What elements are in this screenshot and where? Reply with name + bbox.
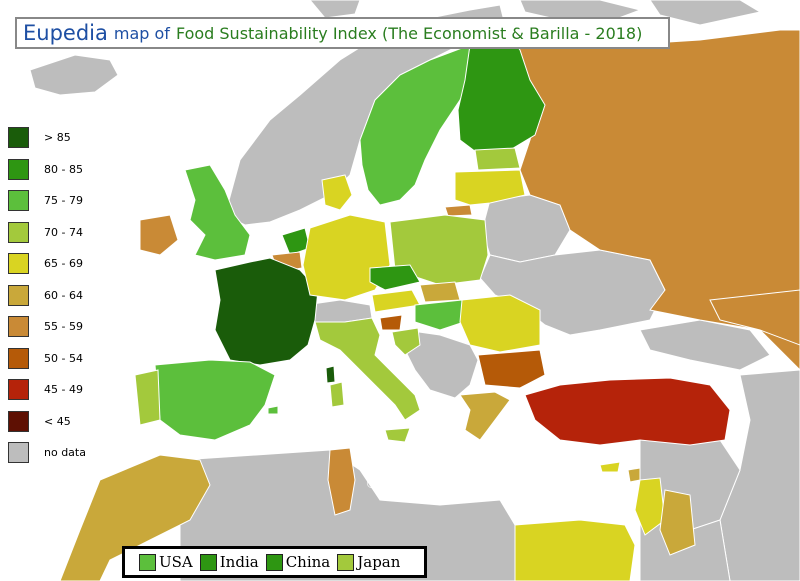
- lebanon: [627, 467, 641, 483]
- ireland: [139, 214, 179, 256]
- greece: [459, 391, 511, 441]
- comparison-swatch: [199, 553, 217, 571]
- legend-item: 55 - 59: [8, 316, 113, 348]
- no-data-regions: [29, 0, 800, 581]
- greenland-iceland: [29, 54, 119, 96]
- comparison-swatch: [265, 553, 283, 571]
- spain: [154, 359, 276, 441]
- comparison-swatch: [337, 553, 355, 571]
- comparison-label: China: [285, 553, 331, 571]
- france: [214, 257, 319, 366]
- legend-label: 60 - 64: [44, 288, 83, 302]
- copyright-watermark: © Eupedia.com: [365, 476, 475, 492]
- kazakhstan: [709, 289, 800, 346]
- legend-swatch: [8, 221, 29, 243]
- legend-item: 75 - 79: [8, 190, 113, 222]
- legend-label: 65 - 69: [44, 257, 83, 270]
- slovakia: [419, 281, 461, 303]
- legend-item: 50 - 54: [8, 347, 113, 380]
- legend-swatch: [8, 316, 29, 337]
- legend-swatch: [8, 284, 29, 306]
- legend-label: no data: [44, 446, 86, 459]
- comparison-swatch: [139, 553, 156, 571]
- comparison-label: Japan: [357, 553, 401, 571]
- legend-swatch: [8, 347, 29, 369]
- comparison-label: USA: [159, 553, 193, 571]
- legend-item: 80 - 85: [8, 158, 113, 191]
- legend-label: > 85: [44, 131, 71, 144]
- legend-item: 65 - 69: [8, 253, 113, 285]
- czechia: [369, 264, 421, 291]
- svalbard: [309, 0, 361, 19]
- sweden: [359, 44, 476, 206]
- legend-item: < 45: [8, 410, 113, 443]
- legend-item: 70 - 74: [8, 221, 113, 254]
- comparison-item-usa: USA: [139, 553, 193, 571]
- legend-swatch: [8, 442, 29, 463]
- legend-label: < 45: [44, 414, 71, 428]
- comparison-item-india: India: [199, 553, 259, 571]
- legend-swatch: [8, 127, 29, 148]
- arctic-islands-2: [649, 0, 762, 26]
- germany: [302, 214, 391, 301]
- denmark: [321, 174, 353, 211]
- legend-swatch: [8, 379, 29, 400]
- comparison-item-japan: Japan: [337, 553, 400, 571]
- latvia-lithuania: [454, 169, 526, 206]
- title-connector: map of: [113, 23, 170, 43]
- legend-item: 60 - 64: [8, 284, 113, 317]
- italy: [314, 317, 421, 421]
- egypt: [514, 519, 636, 581]
- map-title: Food Sustainability Index (The Economist…: [175, 23, 643, 43]
- legend-swatch: [8, 158, 29, 180]
- turkey: [524, 377, 731, 446]
- croatia: [391, 327, 421, 356]
- romania: [459, 294, 541, 353]
- legend-label: 55 - 59: [44, 320, 83, 333]
- cyprus: [599, 461, 621, 473]
- balkans: [404, 329, 479, 399]
- russia: [499, 29, 800, 371]
- legend-swatch: [8, 410, 29, 432]
- legend-label: 45 - 49: [44, 383, 83, 396]
- portugal: [134, 369, 161, 426]
- bulgaria: [477, 349, 546, 389]
- brand-logo: Eupedia: [23, 21, 108, 45]
- legend-swatch: [8, 190, 29, 211]
- comparison-item-china: China: [265, 553, 331, 571]
- legend-item: > 85: [8, 127, 113, 159]
- comparison-label: India: [219, 553, 259, 571]
- legend-label: 75 - 79: [44, 194, 83, 207]
- comparison-box: USA India China Japan: [122, 546, 427, 578]
- balearic: [267, 405, 279, 415]
- legend-item: 45 - 49: [8, 379, 113, 411]
- legend-label: 50 - 54: [44, 351, 83, 365]
- legend-label: 70 - 74: [44, 225, 83, 239]
- map-title-box: Eupedia map of Food Sustainability Index…: [15, 17, 670, 49]
- sardinia: [329, 381, 345, 408]
- united-kingdom: [184, 164, 251, 261]
- russia-kaliningrad: [444, 204, 473, 217]
- legend-item: no data: [8, 442, 113, 474]
- levant: [634, 477, 666, 536]
- hungary: [414, 299, 471, 331]
- belarus: [481, 194, 571, 263]
- legend-swatch: [8, 253, 29, 274]
- tunisia: [327, 447, 356, 516]
- sicily: [384, 427, 411, 443]
- slovenia: [379, 314, 403, 331]
- corsica: [325, 365, 336, 384]
- jordan: [659, 489, 696, 556]
- morocco: [59, 454, 211, 581]
- legend: > 85 80 - 85 75 - 79 70 - 74 65 - 69 60 …: [8, 127, 113, 474]
- estonia: [474, 147, 521, 171]
- legend-label: 80 - 85: [44, 162, 83, 176]
